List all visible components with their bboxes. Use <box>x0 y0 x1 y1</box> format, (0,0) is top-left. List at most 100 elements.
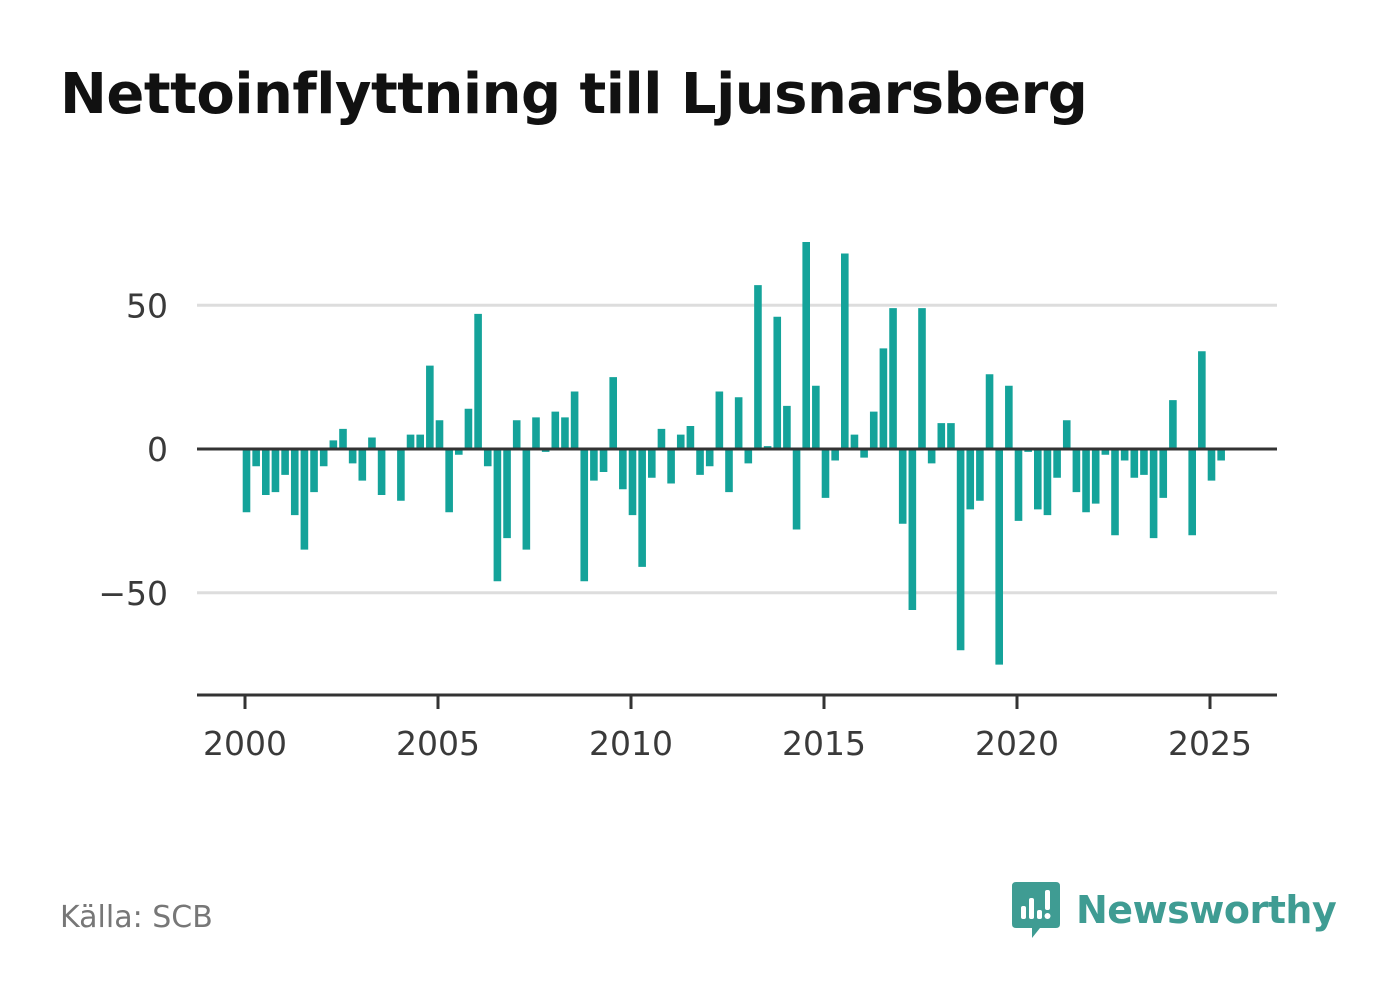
bar <box>995 449 1003 665</box>
bar <box>976 449 984 501</box>
bar <box>416 434 424 449</box>
bar <box>1188 449 1196 536</box>
bar <box>464 408 473 449</box>
bar <box>1120 449 1129 461</box>
bar <box>252 449 260 467</box>
bar <box>898 449 907 524</box>
bar <box>551 411 560 449</box>
bar <box>1159 449 1168 498</box>
bar <box>368 437 376 449</box>
x-tick-label: 2005 <box>396 724 480 763</box>
bar <box>715 391 724 449</box>
bar <box>860 449 868 458</box>
bar <box>561 417 569 449</box>
x-tick-label: 2025 <box>1168 724 1252 763</box>
bar <box>657 428 666 449</box>
gridlines <box>197 303 1277 595</box>
bar <box>667 449 675 484</box>
bar <box>1014 449 1023 521</box>
bar <box>1043 449 1052 516</box>
bar <box>841 253 849 449</box>
bar <box>802 242 810 449</box>
bar <box>271 449 280 493</box>
x-tick-label: 2020 <box>975 724 1059 763</box>
bar <box>455 449 463 455</box>
bar <box>590 449 598 481</box>
bar <box>358 449 367 481</box>
bar <box>831 449 839 461</box>
bar <box>1091 449 1100 504</box>
source-label: Källa: SCB <box>60 900 213 935</box>
y-axis-labels: 50 0 −50 <box>98 286 168 613</box>
bar <box>850 434 859 449</box>
bar <box>792 449 801 530</box>
bar <box>889 308 897 449</box>
bar <box>1072 449 1081 493</box>
bar <box>609 377 617 449</box>
bar <box>281 449 289 475</box>
bar <box>812 385 820 449</box>
bar <box>503 449 511 539</box>
bar <box>1217 449 1225 461</box>
bar <box>1111 449 1119 536</box>
bar <box>937 423 946 449</box>
bar <box>734 397 743 449</box>
y-tick-label: −50 <box>98 574 168 613</box>
bar <box>1207 449 1216 481</box>
bar <box>638 449 646 567</box>
bar <box>570 391 579 449</box>
bar <box>705 449 714 467</box>
bar <box>754 285 762 449</box>
bar <box>426 365 434 449</box>
chart-title: Nettoinflyttning till Ljusnarsberg <box>60 62 1088 127</box>
bar <box>648 449 656 478</box>
bar <box>908 449 917 610</box>
bar <box>512 420 521 449</box>
bar <box>686 426 695 449</box>
bar <box>1005 385 1013 449</box>
bar <box>483 449 492 467</box>
bar <box>1082 449 1090 513</box>
bar <box>1130 449 1139 478</box>
bar <box>532 417 540 449</box>
bar <box>493 449 502 582</box>
bar <box>599 449 608 472</box>
bar <box>1149 449 1158 539</box>
bar <box>1053 449 1061 478</box>
bar <box>696 449 704 475</box>
y-tick-label: 50 <box>126 286 168 325</box>
bar <box>956 449 965 651</box>
bar <box>1169 400 1177 449</box>
bar <box>985 374 994 449</box>
bar <box>1062 420 1071 449</box>
bar <box>927 449 936 464</box>
bar <box>773 316 782 449</box>
newsworthy-logo-icon <box>1012 882 1060 938</box>
bar <box>1140 449 1148 475</box>
bar <box>966 449 975 510</box>
bar <box>262 449 270 495</box>
bar <box>300 449 309 550</box>
bar <box>1101 449 1110 455</box>
bar <box>242 449 251 513</box>
bar <box>377 449 386 495</box>
bar <box>821 449 830 498</box>
bar <box>319 449 328 467</box>
bar <box>445 449 453 513</box>
bar <box>522 449 531 550</box>
bar <box>397 449 405 501</box>
bar <box>879 348 888 449</box>
bar <box>628 449 637 516</box>
bar <box>619 449 627 490</box>
bar <box>406 434 415 449</box>
brand-logo[interactable]: Newsworthy <box>1010 878 1337 942</box>
bar <box>1034 449 1042 510</box>
bar <box>676 434 685 449</box>
bar <box>1198 351 1206 449</box>
bar <box>290 449 299 516</box>
bars <box>242 242 1225 665</box>
x-tick-label: 2015 <box>782 724 866 763</box>
x-tick-label: 2000 <box>203 724 287 763</box>
bar <box>580 449 589 582</box>
